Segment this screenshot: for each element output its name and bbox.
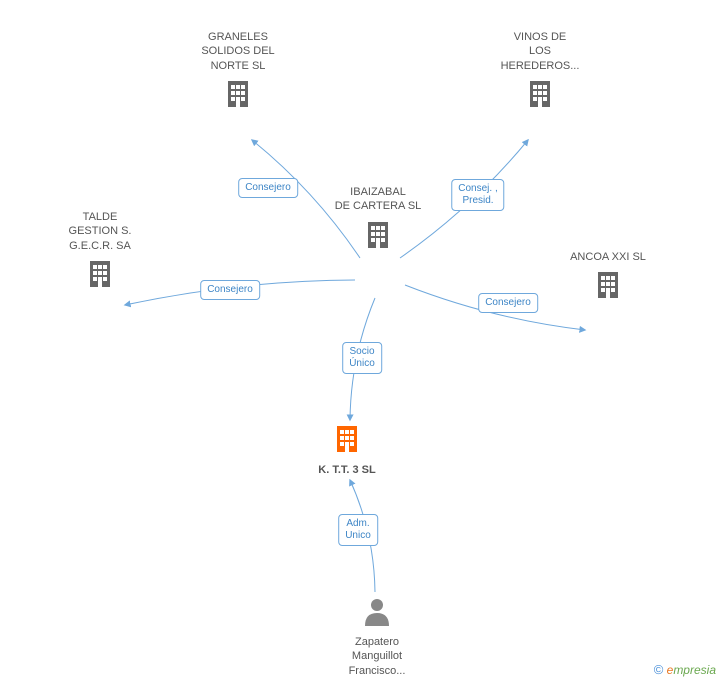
edge-label-5: Adm.Unico	[338, 514, 378, 546]
edge-label-3: Consejero	[478, 293, 538, 313]
building-icon	[318, 218, 438, 255]
building-icon	[480, 77, 600, 114]
node-label-talde: TALDE GESTION S. G.E.C.R. SA	[40, 210, 160, 253]
footer-brand: © empresia	[654, 662, 716, 677]
building-icon	[548, 268, 668, 305]
node-vinos[interactable]: VINOS DE LOS HEREDEROS...	[480, 30, 600, 114]
edge-label-4: SocioÚnico	[342, 342, 382, 374]
edge-label-0: Consejero	[238, 178, 298, 198]
brand-rest: mpresia	[673, 663, 716, 677]
building-icon	[178, 77, 298, 114]
node-label-graneles: GRANELES SOLIDOS DEL NORTE SL	[178, 30, 298, 73]
edge-label-1: Consej. ,Presid.	[451, 179, 504, 211]
node-talde[interactable]: TALDE GESTION S. G.E.C.R. SA	[40, 210, 160, 294]
node-ktt3[interactable]: K. T.T. 3 SL	[287, 422, 407, 477]
node-label-zapatero: Zapatero Manguillot Francisco...	[317, 635, 437, 678]
node-label-center: IBAIZABAL DE CARTERA SL	[318, 185, 438, 214]
node-zapatero[interactable]: Zapatero Manguillot Francisco...	[317, 596, 437, 678]
node-center[interactable]: IBAIZABAL DE CARTERA SL	[318, 185, 438, 255]
building-icon	[287, 422, 407, 459]
node-label-vinos: VINOS DE LOS HEREDEROS...	[480, 30, 600, 73]
building-icon	[40, 257, 160, 294]
node-label-ancoa: ANCOA XXI SL	[548, 250, 668, 264]
edge-label-2: Consejero	[200, 280, 260, 300]
node-ancoa[interactable]: ANCOA XXI SL	[548, 250, 668, 305]
person-icon	[317, 596, 437, 631]
node-label-ktt3: K. T.T. 3 SL	[287, 463, 407, 477]
copyright-symbol: ©	[654, 662, 664, 677]
node-graneles[interactable]: GRANELES SOLIDOS DEL NORTE SL	[178, 30, 298, 114]
